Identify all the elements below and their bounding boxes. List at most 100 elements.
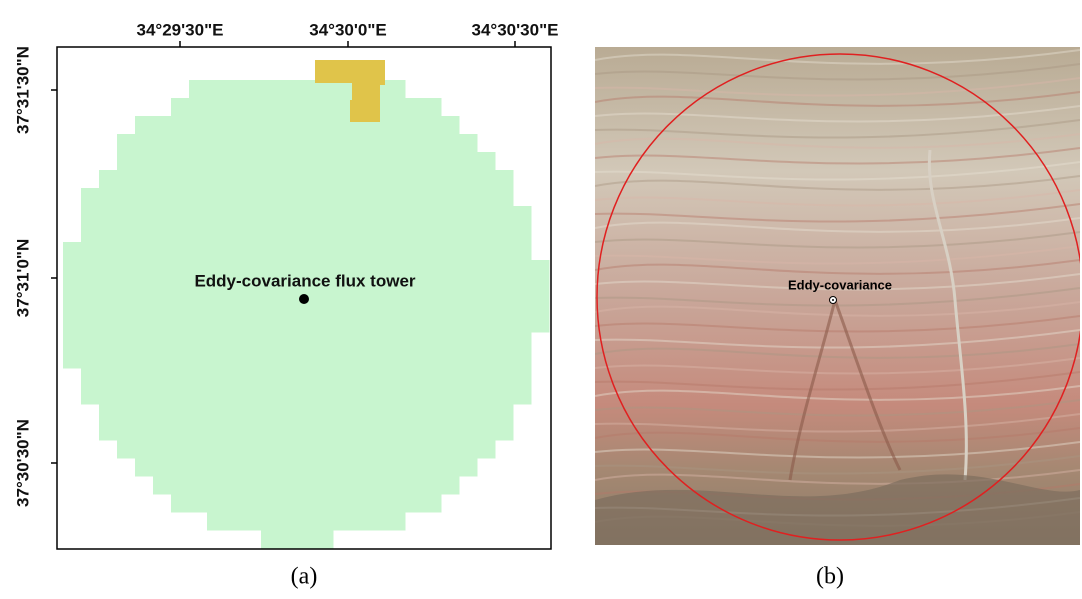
footprint-cell: [405, 296, 424, 315]
footprint-cell: [351, 368, 370, 387]
footprint-cell: [315, 440, 334, 459]
footprint-cell: [135, 314, 154, 333]
footprint-cell: [423, 386, 442, 405]
footprint-cell: [135, 278, 154, 297]
footprint-cell: [99, 422, 118, 441]
footprint-cell: [405, 350, 424, 369]
footprint-cell: [261, 242, 280, 261]
footprint-cell: [369, 332, 388, 351]
footprint-cell: [423, 404, 442, 423]
footprint-cell: [171, 350, 190, 369]
footprint-cell: [315, 98, 334, 117]
footprint-cell: [153, 116, 172, 135]
figure-svg: 34°29'30"E 34°30'0"E 34°30'30"E 37°31'30…: [0, 0, 1082, 599]
footprint-cell: [423, 260, 442, 279]
footprint-cell: [441, 296, 460, 315]
footprint-cell: [351, 152, 370, 171]
footprint-cell: [243, 296, 262, 315]
footprint-cell: [297, 422, 316, 441]
footprint-cell: [225, 368, 244, 387]
footprint-cell: [333, 440, 352, 459]
footprint-cell: [315, 404, 334, 423]
footprint-cell: [441, 386, 460, 405]
footprint-cell: [261, 170, 280, 189]
footprint-cell: [207, 476, 226, 495]
footprint-cell: [459, 350, 478, 369]
footprint-cell: [459, 386, 478, 405]
footprint-cell: [153, 476, 172, 495]
footprint-cell: [261, 224, 280, 243]
footprint-cell: [207, 224, 226, 243]
footprint-cell: [405, 314, 424, 333]
footprint-cell: [81, 386, 100, 405]
tower-label: Eddy-covariance: [788, 277, 892, 292]
footprint-cell: [207, 350, 226, 369]
footprint-cell: [531, 314, 550, 333]
footprint-cell: [369, 224, 388, 243]
footprint-cell: [81, 332, 100, 351]
caption: (a): [291, 564, 318, 590]
footprint-cell: [369, 404, 388, 423]
footprint-cell: [81, 206, 100, 225]
footprint-cell: [441, 350, 460, 369]
footprint-cell: [333, 458, 352, 477]
footprint-cell: [153, 206, 172, 225]
footprint-cell: [135, 188, 154, 207]
footprint-cell: [279, 116, 298, 135]
footprint-cell: [279, 80, 298, 99]
footprint-cell: [315, 422, 334, 441]
footprint-cell: [333, 314, 352, 333]
footprint-cell: [261, 80, 280, 99]
footprint-cell: [243, 98, 262, 117]
footprint-cell: [459, 404, 478, 423]
footprint-cell: [171, 386, 190, 405]
footprint-cell: [189, 242, 208, 261]
footprint-cell: [207, 440, 226, 459]
footprint-cell: [171, 440, 190, 459]
footprint-cell: [387, 422, 406, 441]
footprint-cell: [405, 476, 424, 495]
footprint-cell: [279, 512, 298, 531]
footprint-cell: [405, 206, 424, 225]
footprint-cell: [243, 386, 262, 405]
footprint-cell: [225, 170, 244, 189]
footprint-cell: [477, 386, 496, 405]
footprint-cell: [333, 494, 352, 513]
footprint-cell: [333, 386, 352, 405]
footprint-cell: [189, 152, 208, 171]
footprint-cell: [117, 314, 136, 333]
footprint-cell: [297, 386, 316, 405]
footprint-cell: [99, 350, 118, 369]
footprint-cell: [189, 206, 208, 225]
footprint-cell: [459, 152, 478, 171]
footprint-cell: [117, 152, 136, 171]
footprint-cell: [387, 242, 406, 261]
footprint-cell: [261, 458, 280, 477]
footprint-cell: [423, 224, 442, 243]
footprint-cell: [315, 350, 334, 369]
footprint-cell: [153, 296, 172, 315]
footprint-cell: [171, 314, 190, 333]
footprint-low-class: [63, 80, 550, 549]
footprint-cell: [315, 242, 334, 261]
footprint-cell: [207, 134, 226, 153]
footprint-cell: [423, 458, 442, 477]
footprint-cell: [369, 476, 388, 495]
footprint-cell: [63, 332, 82, 351]
footprint-cell: [423, 368, 442, 387]
footprint-cell: [459, 440, 478, 459]
footprint-cell: [243, 440, 262, 459]
footprint-cell: [297, 206, 316, 225]
footprint-cell: [477, 152, 496, 171]
footprint-cell: [477, 350, 496, 369]
footprint-cell: [207, 422, 226, 441]
tower-marker-dot: [832, 299, 834, 301]
footprint-cell: [477, 314, 496, 333]
footprint-cell: [315, 188, 334, 207]
footprint-cell: [441, 422, 460, 441]
footprint-cell: [405, 422, 424, 441]
footprint-cell: [171, 404, 190, 423]
footprint-cell: [351, 224, 370, 243]
footprint-cell: [387, 458, 406, 477]
footprint-cell: [495, 224, 514, 243]
